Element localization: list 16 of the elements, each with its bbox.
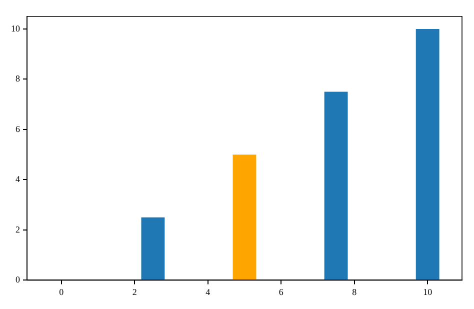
y-tick-label: 2 <box>16 224 20 234</box>
x-tick-label: 0 <box>59 286 64 297</box>
x-tick-label: 2 <box>132 286 137 297</box>
y-tick-label: 0 <box>16 274 20 285</box>
y-tick-label: 4 <box>16 174 20 184</box>
bar <box>324 92 348 280</box>
bar <box>141 217 165 280</box>
y-tick-label: 8 <box>16 74 20 84</box>
bar <box>416 28 440 280</box>
x-tick-label: 4 <box>206 286 211 297</box>
y-tick-label: 10 <box>11 23 20 34</box>
x-tick-label: 8 <box>352 286 358 297</box>
x-tick-label: 6 <box>278 286 284 297</box>
y-tick-label: 6 <box>16 124 20 134</box>
bar <box>232 154 256 280</box>
x-tick-label: 10 <box>423 286 433 297</box>
